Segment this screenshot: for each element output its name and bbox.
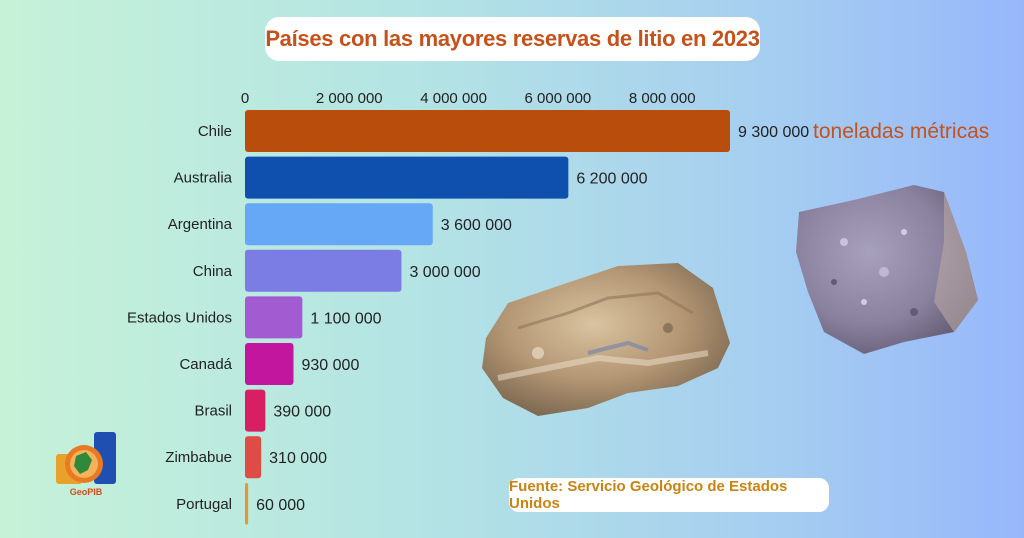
- bar: [245, 203, 433, 246]
- category-label: Canadá: [179, 356, 232, 373]
- bars: Chile 9 300 000 Australia 6 200 000 Argentin…: [127, 110, 809, 525]
- x-tick-label: 0: [241, 90, 249, 107]
- bar-value-label: 390 000: [273, 404, 331, 421]
- source-note: Fuente: Servicio Geológico de Estados Un…: [509, 478, 829, 512]
- category-label: Australia: [174, 170, 233, 187]
- bar: [245, 110, 730, 152]
- bar-value-label: 930 000: [302, 357, 360, 374]
- chart-title: Países con las mayores reservas de litio…: [265, 17, 760, 61]
- bar: [245, 482, 249, 525]
- category-label: Chile: [198, 123, 232, 140]
- category-label: Portugal: [176, 496, 232, 513]
- x-tick-label: 4 000 000: [420, 90, 487, 107]
- category-label: China: [193, 263, 233, 280]
- bar-value-label: 9 300 000: [738, 124, 809, 141]
- bar-value-label: 3 600 000: [441, 217, 512, 234]
- unit-label: toneladas métricas: [813, 120, 990, 143]
- bar: [245, 156, 569, 199]
- bar: [245, 343, 294, 385]
- logo-text: GeoPIB: [69, 487, 103, 497]
- bar-value-label: 3 000 000: [409, 264, 480, 281]
- x-tick-label: 6 000 000: [525, 90, 592, 107]
- x-tick-label: 8 000 000: [629, 90, 696, 107]
- category-label: Estados Unidos: [127, 309, 232, 326]
- x-tick-label: 2 000 000: [316, 90, 383, 107]
- bar-value-label: 310 000: [269, 450, 327, 467]
- bar-value-label: 60 000: [256, 497, 305, 514]
- bar-value-label: 6 200 000: [576, 171, 647, 188]
- bar: [245, 296, 303, 339]
- category-label: Brasil: [194, 403, 232, 420]
- category-label: Zimbabue: [165, 449, 232, 466]
- bar: [245, 389, 266, 432]
- lithium-rock-image: [482, 263, 730, 416]
- category-label: Argentina: [168, 216, 233, 233]
- geopib-logo: [56, 432, 116, 484]
- lepidolite-rock-image: [796, 185, 978, 354]
- bar: [245, 436, 262, 479]
- bar: [245, 249, 402, 292]
- bar-value-label: 1 100 000: [310, 310, 381, 327]
- x-axis-ticks: 0 2 000 000 4 000 000 6 000 000 8 000 000: [241, 90, 696, 107]
